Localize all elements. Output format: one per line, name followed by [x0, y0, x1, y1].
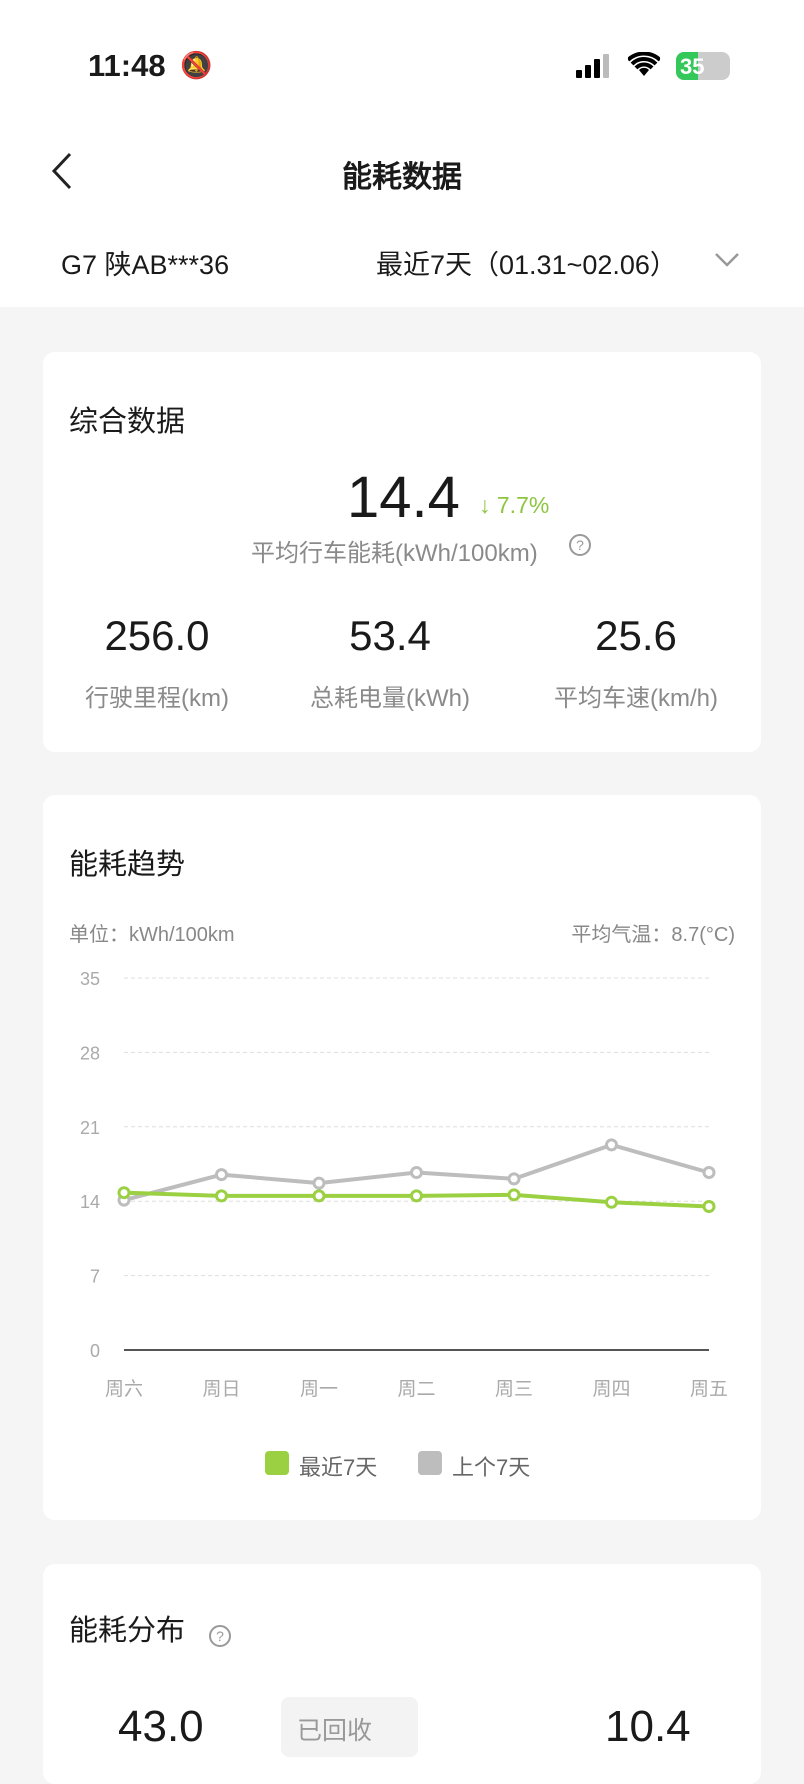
- wifi-icon: [628, 52, 660, 76]
- y-tick-label: 21: [80, 1118, 100, 1138]
- recovered-badge: 已回收: [281, 1697, 418, 1757]
- y-tick-label: 14: [80, 1192, 100, 1212]
- distribution-card: 能耗分布 ? 43.0 已回收 10.4: [43, 1564, 761, 1784]
- avg-consumption-label: 平均行车能耗(kWh/100km): [251, 540, 538, 567]
- data-point: [605, 1195, 618, 1209]
- trend-chart: 0 7 14 21 28 35 周六 周日 周一 周二 周三 周四 周五: [80, 969, 728, 1400]
- y-tick-label: 0: [90, 1341, 100, 1361]
- vehicle-selector[interactable]: G7 陕AB***36: [61, 250, 230, 280]
- back-icon[interactable]: [50, 152, 74, 190]
- x-tick-label: 周六: [105, 1378, 143, 1400]
- distribution-right-value: 10.4: [605, 1702, 691, 1751]
- stat-value: 53.4: [349, 612, 431, 659]
- x-tick-label: 周一: [300, 1379, 338, 1400]
- header: [0, 0, 804, 307]
- period-selector[interactable]: 最近7天（01.31~02.06）: [376, 250, 677, 280]
- data-point: [605, 1138, 618, 1152]
- x-tick-label: 周三: [495, 1379, 533, 1400]
- data-point: [410, 1166, 423, 1180]
- avg-consumption-value: 14.4: [347, 465, 460, 530]
- y-tick-label: 28: [80, 1043, 100, 1063]
- x-tick-label: 周二: [397, 1379, 435, 1400]
- legend-swatch-recent: [265, 1451, 289, 1475]
- data-point: [312, 1176, 326, 1190]
- x-tick-label: 周四: [592, 1379, 630, 1400]
- chevron-down-icon[interactable]: [714, 252, 740, 268]
- data-point: [702, 1166, 716, 1180]
- x-tick-label: 周日: [202, 1379, 240, 1400]
- data-point: [410, 1189, 423, 1203]
- summary-card: 综合数据 14.4 ↓ 7.7% 平均行车能耗(kWh/100km) ? 256…: [43, 352, 761, 752]
- y-tick-label: 35: [80, 969, 100, 989]
- data-point: [702, 1200, 716, 1214]
- help-icon[interactable]: ?: [209, 1625, 231, 1647]
- temperature-label: 平均气温：8.7(°C): [571, 924, 735, 946]
- stat-label: 行驶里程(km): [85, 685, 229, 712]
- data-point: [215, 1168, 228, 1182]
- data-point: [117, 1186, 131, 1200]
- stat-value: 256.0: [104, 612, 210, 659]
- x-tick-label: 周五: [690, 1379, 728, 1400]
- page-title: 能耗数据: [342, 161, 462, 194]
- distribution-title: 能耗分布: [69, 1615, 186, 1647]
- legend-label-previous[interactable]: 上个7天: [452, 1455, 531, 1480]
- status-time: 11:48: [88, 48, 166, 83]
- data-point: [507, 1188, 521, 1202]
- distribution-left-value: 43.0: [118, 1702, 204, 1751]
- data-point: [312, 1189, 326, 1203]
- unit-label: 单位：kWh/100km: [69, 924, 235, 946]
- bell-muted-icon: 🔕: [180, 50, 213, 80]
- legend-label-recent[interactable]: 最近7天: [299, 1455, 378, 1480]
- change-indicator: ↓ 7.7%: [479, 492, 550, 518]
- battery-icon: 35: [676, 52, 730, 80]
- trend-title: 能耗趋势: [69, 849, 186, 881]
- arrow-down-icon: ↓: [479, 492, 491, 518]
- stat-label: 平均车速(km/h): [554, 685, 718, 712]
- data-point: [215, 1189, 228, 1203]
- summary-title: 综合数据: [69, 406, 186, 438]
- stat-label: 总耗电量(kWh): [310, 685, 470, 712]
- legend-swatch-previous: [418, 1451, 442, 1475]
- stat-value: 25.6: [595, 612, 677, 659]
- y-tick-label: 7: [90, 1267, 100, 1287]
- data-point: [507, 1172, 521, 1186]
- trend-card: 能耗趋势 单位：kWh/100km 平均气温：8.7(°C) 0 7 14 21 28 3…: [43, 795, 761, 1520]
- help-icon[interactable]: ?: [569, 534, 591, 556]
- signal-icon: [576, 54, 609, 78]
